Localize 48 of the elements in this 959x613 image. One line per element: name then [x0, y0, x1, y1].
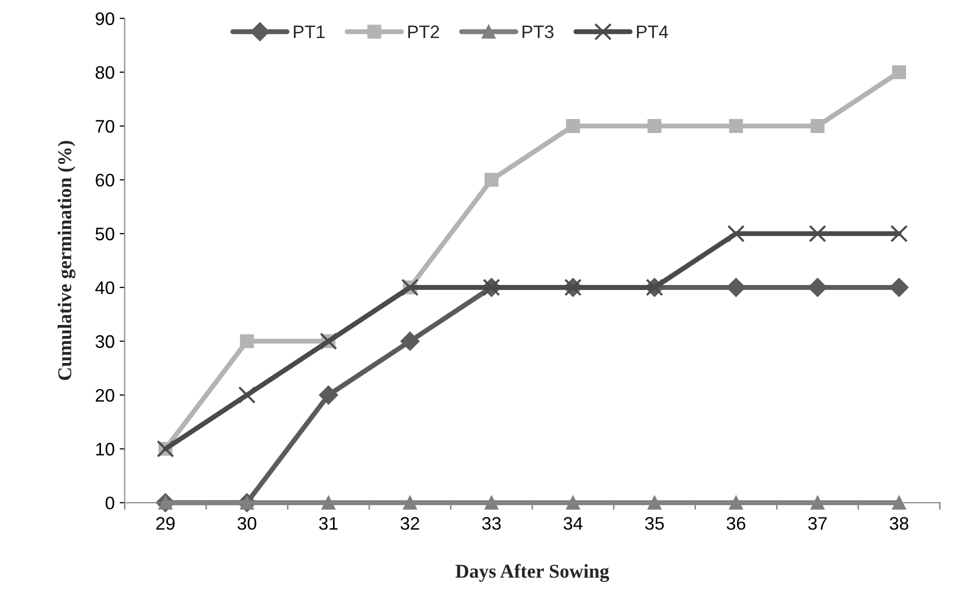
x-tick-label: 37	[808, 517, 827, 530]
y-tick-label: 80	[96, 66, 114, 79]
x-tick-label: 38	[890, 517, 908, 530]
x-tick-label: 36	[726, 517, 746, 530]
y-tick-label: 20	[96, 388, 114, 402]
y-tick-label: 40	[95, 281, 114, 294]
x-tick-label: 34	[564, 517, 583, 530]
y-tick-label: 30	[96, 335, 114, 348]
y-tick-label: 90	[96, 12, 114, 26]
x-axis-title: Days After Sowing	[456, 564, 610, 582]
point	[648, 119, 662, 133]
point	[240, 334, 254, 348]
x-tick-label: 35	[645, 517, 664, 530]
x-tick-label: 32	[400, 517, 420, 530]
legend-label: PT3	[522, 25, 554, 38]
point	[892, 496, 906, 510]
y-tick-label: 70	[96, 120, 114, 133]
point	[484, 172, 498, 187]
point	[566, 119, 580, 133]
point	[810, 119, 824, 133]
point	[729, 119, 743, 133]
point	[484, 496, 498, 510]
x-tick-label: 30	[238, 517, 256, 530]
y-tick-label: 60	[96, 174, 114, 187]
y-tick-label: 10	[96, 442, 114, 456]
x-tick-label: 31	[319, 517, 338, 530]
legend-label: PT2	[408, 25, 439, 38]
y-axis-title: Cumulative germination (%)	[58, 140, 76, 380]
point	[808, 224, 826, 242]
point	[566, 496, 580, 510]
point	[400, 332, 420, 351]
x-tick-label: 33	[482, 517, 501, 530]
y-tick-label: 0	[106, 496, 114, 510]
point	[727, 224, 745, 242]
point	[729, 496, 743, 510]
point	[403, 496, 417, 510]
point	[648, 496, 662, 510]
point	[890, 278, 909, 297]
point	[322, 496, 336, 510]
point	[810, 496, 824, 510]
legend-label: PT4	[636, 26, 668, 38]
y-tick-label: 50	[96, 228, 114, 240]
point	[318, 386, 338, 405]
point	[892, 65, 906, 80]
point	[238, 386, 256, 404]
x-tick-label: 29	[156, 517, 175, 530]
legend-label: PT1	[294, 26, 325, 38]
point	[890, 224, 908, 242]
